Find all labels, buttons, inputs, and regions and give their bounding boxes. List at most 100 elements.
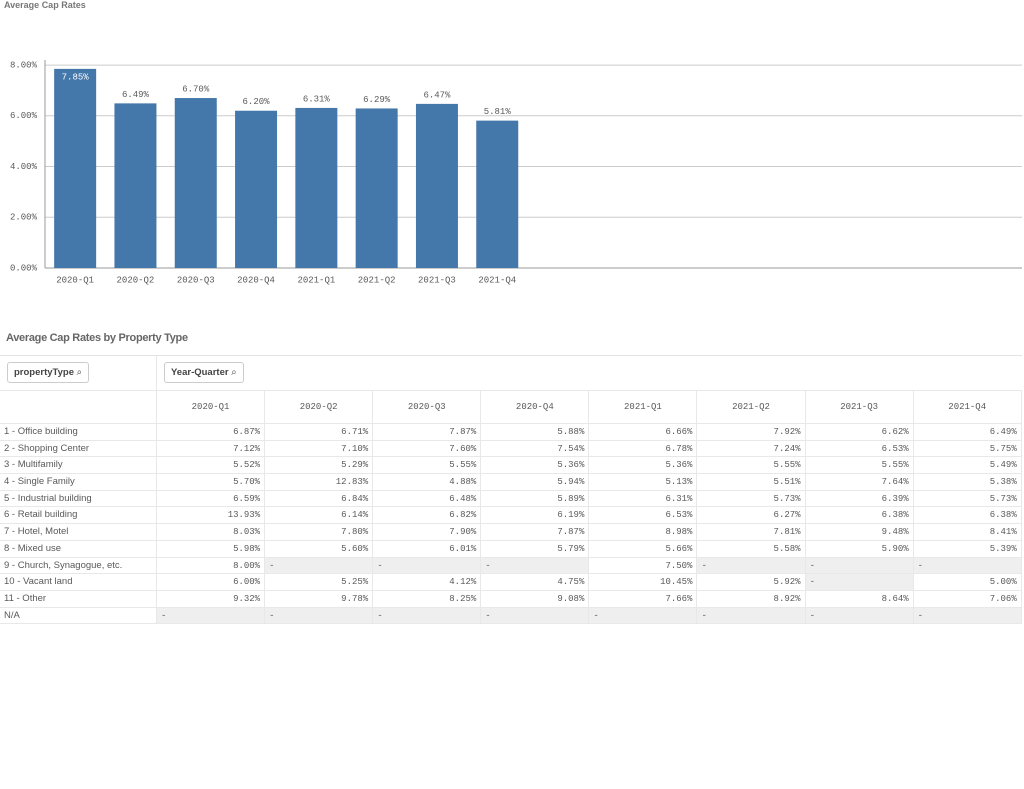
chart: 0.00% 2.00% 4.00% 6.00% 8.00% 2020-Q1 7.85% 202… (10, 60, 1022, 285)
value-label: 6.29% (363, 95, 391, 105)
value-cell: 5.79% (481, 540, 590, 558)
value-cell: 4.75% (481, 574, 590, 591)
column-header-cell: Year-Quarter ⌕ (157, 356, 1022, 391)
value-cell: - (481, 607, 590, 625)
value-cell: 6.38% (805, 507, 914, 525)
filter-label[interactable]: propertyType (14, 367, 75, 378)
column-header: 2020-Q3 (373, 391, 482, 424)
table-row: 8 - Mixed use 5.98% 5.60% 6.01% 5.79% 5.66% 5.… (0, 540, 1022, 558)
table-row: 7 - Hotel, Motel 8.03% 7.80% 7.90% 7.87% 8.98… (0, 524, 1022, 541)
value-cell: 6.78% (589, 440, 698, 458)
row-label: 5 - Industrial building (0, 490, 157, 508)
value-cell: 8.98% (589, 524, 698, 541)
value-cell: 5.98% (157, 540, 266, 558)
table-row: 4 - Single Family 5.70% 12.83% 4.88% 5.94% 5.… (0, 474, 1022, 491)
value-cell: 6.48% (373, 490, 482, 508)
filter-row: propertyType ⌕ Year-Quarter ⌕ (0, 356, 1022, 391)
value-cell: 6.31% (589, 490, 698, 508)
value-cell: 13.93% (157, 507, 266, 525)
value-cell: 6.62% (805, 424, 914, 441)
value-cell: 12.83% (265, 474, 374, 491)
value-cell: 5.13% (589, 474, 698, 491)
pivot-table: propertyType ⌕ Year-Quarter ⌕ 2020-Q1 2020-… (0, 355, 1022, 625)
value-cell: - (157, 607, 266, 625)
search-icon: ⌕ (74, 367, 82, 378)
value-cell: 5.58% (697, 540, 806, 558)
value-cell: 5.60% (265, 540, 374, 558)
value-cell: 9.08% (481, 590, 590, 608)
table-row: N/A - - - - - - - - (0, 607, 1022, 625)
y-tick-label: 2.00% (10, 213, 38, 223)
value-cell: 7.24% (697, 440, 806, 458)
corner-cell (0, 391, 157, 424)
value-cell: 7.87% (373, 424, 482, 441)
value-cell: 6.01% (373, 540, 482, 558)
value-label: 6.20% (243, 97, 271, 107)
value-cell: 7.06% (913, 590, 1022, 608)
value-cell: 5.55% (697, 457, 806, 475)
value-cell: 6.82% (373, 507, 482, 525)
table-title: Average Cap Rates by Property Type (6, 332, 188, 344)
value-cell: 9.48% (805, 524, 914, 541)
column-header: 2021-Q4 (913, 391, 1022, 424)
value-cell: 7.12% (157, 440, 266, 458)
row-label: 7 - Hotel, Motel (0, 524, 157, 541)
y-tick-label: 6.00% (10, 111, 38, 121)
x-tick-label: 2020-Q3 (177, 275, 215, 285)
table-row: 3 - Multifamily 5.52% 5.29% 5.55% 5.36% 5.36%… (0, 457, 1022, 475)
chart-title: Average Cap Rates (4, 0, 86, 10)
value-cell: 9.78% (265, 590, 374, 608)
value-cell: 5.25% (265, 574, 374, 591)
value-cell: 8.41% (913, 524, 1022, 541)
column-header: 2020-Q2 (265, 391, 374, 424)
filter-button[interactable]: propertyType ⌕ (7, 362, 89, 383)
value-cell: 5.29% (265, 457, 374, 475)
table-row: 10 - Vacant land 6.00% 5.25% 4.12% 4.75% 10.4… (0, 574, 1022, 591)
value-cell: - (373, 607, 482, 625)
value-cell: 5.55% (373, 457, 482, 475)
bar (235, 110, 278, 268)
row-label: 11 - Other (0, 590, 157, 608)
value-cell: 7.81% (697, 524, 806, 541)
value-cell: 5.36% (481, 457, 590, 475)
value-cell: - (481, 557, 590, 575)
value-cell: 6.84% (265, 490, 374, 508)
x-tick-label: 2021-Q1 (297, 275, 335, 285)
bar (114, 103, 157, 268)
value-cell: 7.90% (373, 524, 482, 541)
value-cell: 9.32% (157, 590, 266, 608)
row-label: 8 - Mixed use (0, 540, 157, 558)
value-cell: 8.00% (157, 557, 266, 575)
value-label: 6.47% (423, 90, 451, 100)
value-cell: - (697, 557, 806, 575)
value-cell: 8.64% (805, 590, 914, 608)
value-cell: 6.53% (805, 440, 914, 458)
value-cell: 8.92% (697, 590, 806, 608)
value-cell: 6.39% (805, 490, 914, 508)
value-cell: 5.55% (805, 457, 914, 475)
filter-label[interactable]: Year-Quarter (171, 367, 229, 378)
value-cell: 7.87% (481, 524, 590, 541)
value-cell: 7.80% (265, 524, 374, 541)
table-row: 1 - Office building 6.87% 6.71% 7.87% 5.88% 6… (0, 424, 1022, 441)
y-tick-label: 4.00% (10, 162, 38, 172)
value-cell: 6.49% (913, 424, 1022, 441)
value-cell: 7.64% (805, 474, 914, 491)
value-label: 5.81% (484, 107, 512, 117)
value-cell: - (913, 557, 1022, 575)
filter-button[interactable]: Year-Quarter ⌕ (164, 362, 244, 383)
x-tick-label: 2020-Q4 (237, 275, 275, 285)
x-tick-label: 2021-Q2 (358, 275, 396, 285)
table-row: 6 - Retail building 13.93% 6.14% 6.82% 6.19%… (0, 507, 1022, 525)
row-label: 9 - Church, Synagogue, etc. (0, 557, 157, 575)
row-label: N/A (0, 607, 157, 625)
row-label: 4 - Single Family (0, 474, 157, 491)
value-cell: 7.54% (481, 440, 590, 458)
value-cell: - (805, 574, 914, 591)
value-label: 6.70% (182, 84, 210, 94)
column-header-row: 2020-Q1 2020-Q2 2020-Q3 2020-Q4 2021-Q1 2021-… (0, 391, 1022, 424)
value-cell: 6.66% (589, 424, 698, 441)
column-header: 2020-Q4 (481, 391, 590, 424)
value-cell: 5.89% (481, 490, 590, 508)
row-label: 10 - Vacant land (0, 574, 157, 591)
